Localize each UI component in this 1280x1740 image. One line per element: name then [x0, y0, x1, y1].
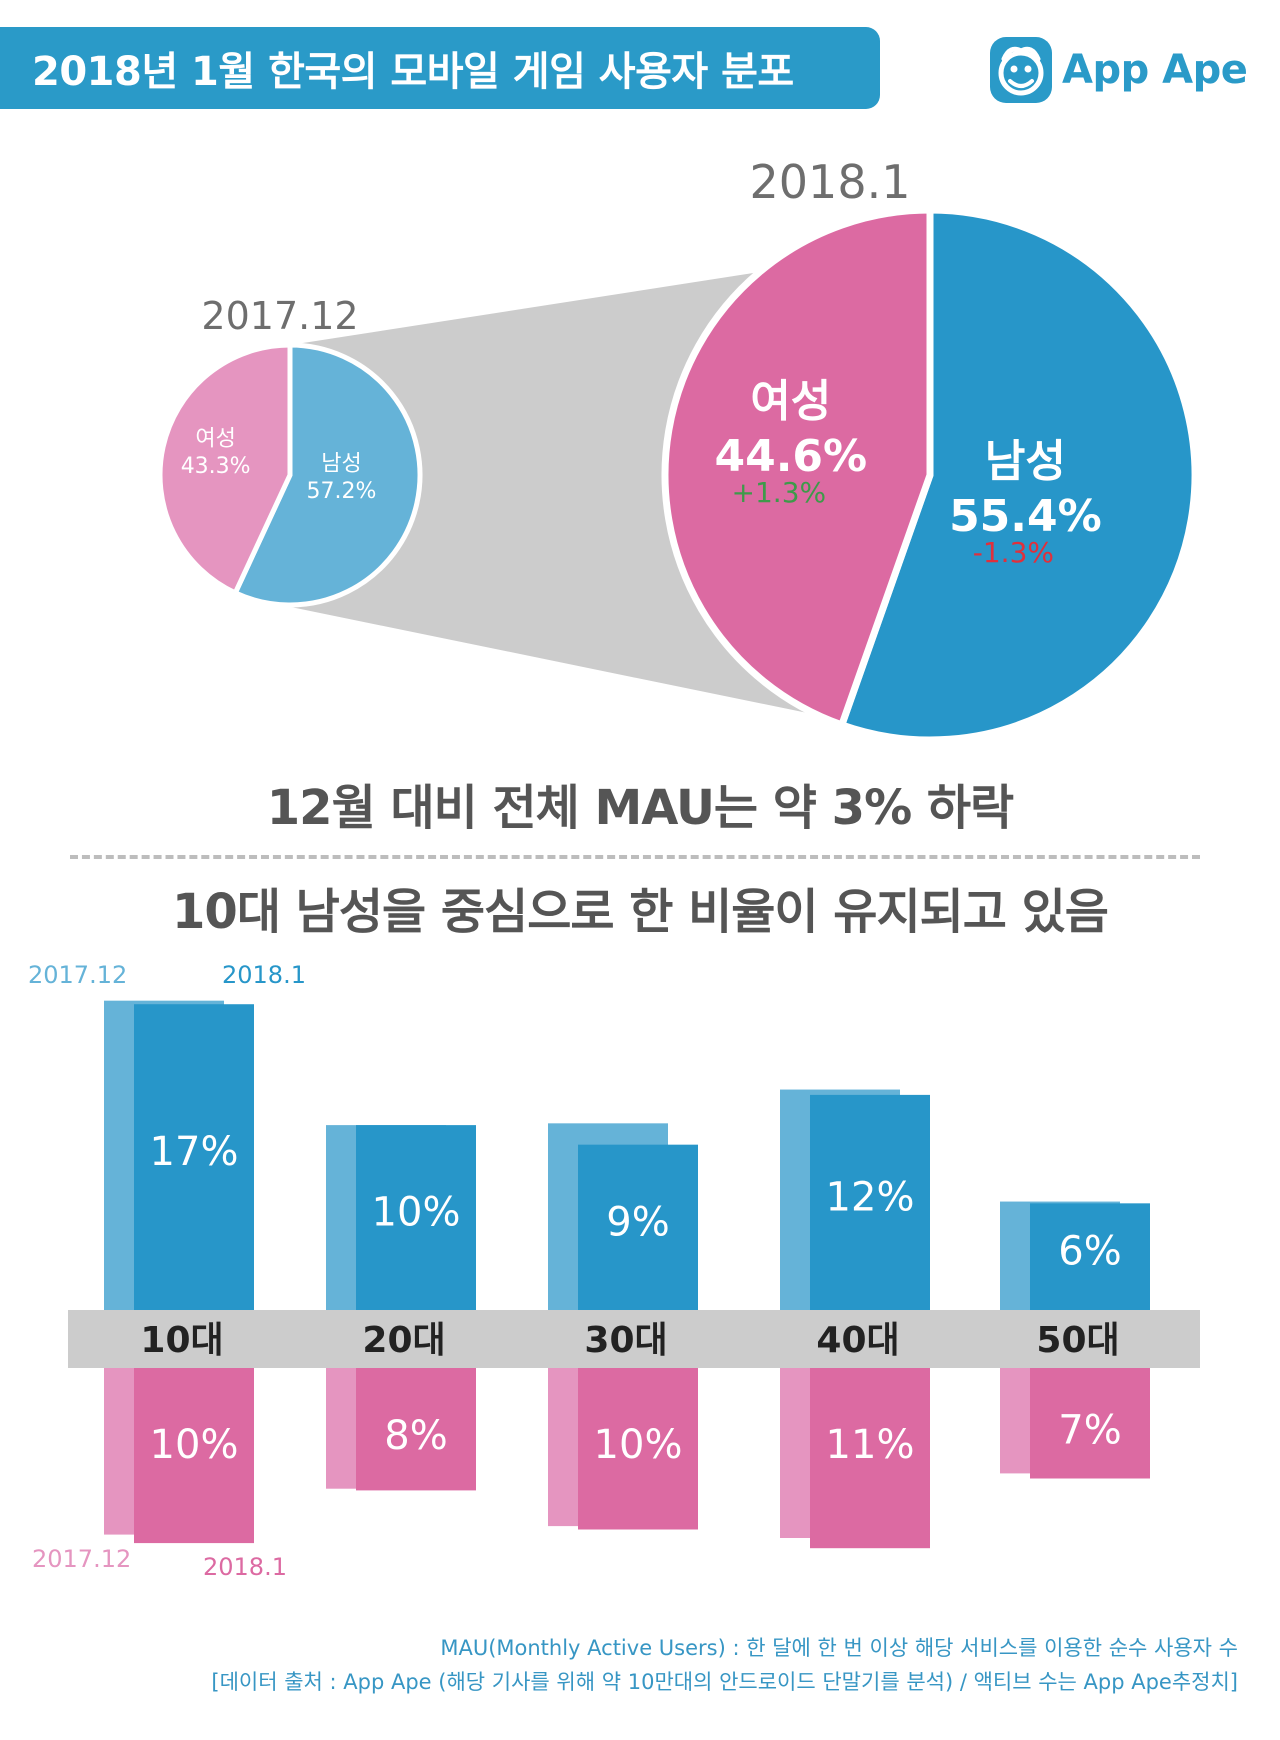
bar-female-2018-4	[1030, 1368, 1150, 1479]
age-bar-chart: 17% 10% 10대 10% 8% 20대 9% 10% 30대 12% 11% 40대 6% 7% 50…	[28, 961, 1200, 1581]
bar-label-male-2: 9%	[606, 1199, 669, 1245]
bar-label-male-0: 17%	[150, 1129, 239, 1175]
pie-label-male-0: 남성	[321, 452, 361, 477]
bar-male-2018-3	[810, 1094, 930, 1310]
bar-label-female-4: 7%	[1058, 1407, 1121, 1453]
app-ape-logo: App Ape	[990, 34, 1248, 106]
pie-value-male-1: 55.4%	[949, 491, 1102, 542]
category-label-2: 30대	[584, 1320, 667, 1361]
bar-male-2018-1	[356, 1125, 476, 1310]
pie-slice-male-0	[231, 342, 423, 608]
pie-period-label-0: 2017.12	[201, 294, 358, 338]
pie-label-female-1: 여성	[750, 376, 831, 427]
logo-text: App Ape	[1062, 47, 1248, 93]
pie-label-male-1: 남성	[985, 436, 1066, 487]
legend-female-2018: 2018.1	[203, 1553, 287, 1581]
bar-female-2018-3	[810, 1368, 930, 1549]
pie-value-female-0: 43.3%	[181, 454, 251, 479]
bar-female-2018-0	[134, 1368, 254, 1544]
pie-label-female-0: 여성	[195, 427, 235, 452]
bar-label-female-0: 10%	[150, 1422, 239, 1468]
divider	[70, 855, 1200, 859]
category-band	[68, 1310, 1200, 1368]
headline-mau-decline: 12월 대비 전체 MAU는 약 3% 하락	[266, 780, 1014, 836]
pie-slice-female-0	[157, 342, 293, 597]
bar-label-male-1: 10%	[372, 1190, 461, 1236]
legend-female-2017: 2017.12	[32, 1545, 131, 1573]
title-banner: 2018년 1월 한국의 모바일 게임 사용자 분포	[0, 27, 880, 109]
pie-slice-female-1	[661, 206, 934, 730]
bar-label-female-3: 11%	[826, 1422, 915, 1468]
category-label-4: 50대	[1036, 1320, 1119, 1361]
legend-male-2017: 2017.12	[28, 961, 127, 989]
gender-pie-charts: 2017.12남성57.2%여성43.3%2018.1남성55.4%여성44.6…	[157, 155, 1199, 744]
footer-data-source: [데이터 출처 : App Ape (해당 기사를 위해 약 10만대의 안드로…	[211, 1670, 1238, 1694]
footer-mau-definition: MAU(Monthly Active Users) : 한 달에 한 번 이상 …	[440, 1636, 1238, 1660]
bar-male-2018-0	[134, 1004, 254, 1310]
pie-period-label-1: 2018.1	[750, 155, 911, 209]
bar-label-female-2: 10%	[594, 1422, 683, 1468]
pie-change-male-1: -1.3%	[973, 536, 1054, 569]
bar-female-2018-2	[578, 1368, 698, 1530]
bar-label-male-3: 12%	[826, 1174, 915, 1220]
pie-value-female-1: 44.6%	[714, 431, 867, 482]
pie-change-female-1: +1.3%	[732, 476, 827, 509]
category-label-3: 40대	[816, 1320, 899, 1361]
bar-label-female-1: 8%	[384, 1413, 447, 1459]
page-title: 2018년 1월 한국의 모바일 게임 사용자 분포	[32, 49, 794, 95]
bar-male-2018-2	[578, 1144, 698, 1310]
category-label-1: 20대	[362, 1320, 445, 1361]
ape-face-icon	[990, 37, 1052, 103]
bar-male-2018-4	[1030, 1203, 1150, 1310]
pie-value-male-0: 57.2%	[307, 479, 377, 504]
legend-male-2018: 2018.1	[222, 961, 306, 989]
bar-female-2018-1	[356, 1368, 476, 1491]
category-label-0: 10대	[140, 1320, 223, 1361]
headline-teen-male: 10대 남성을 중심으로 한 비율이 유지되고 있음	[172, 884, 1109, 940]
bar-label-male-4: 6%	[1058, 1229, 1121, 1275]
